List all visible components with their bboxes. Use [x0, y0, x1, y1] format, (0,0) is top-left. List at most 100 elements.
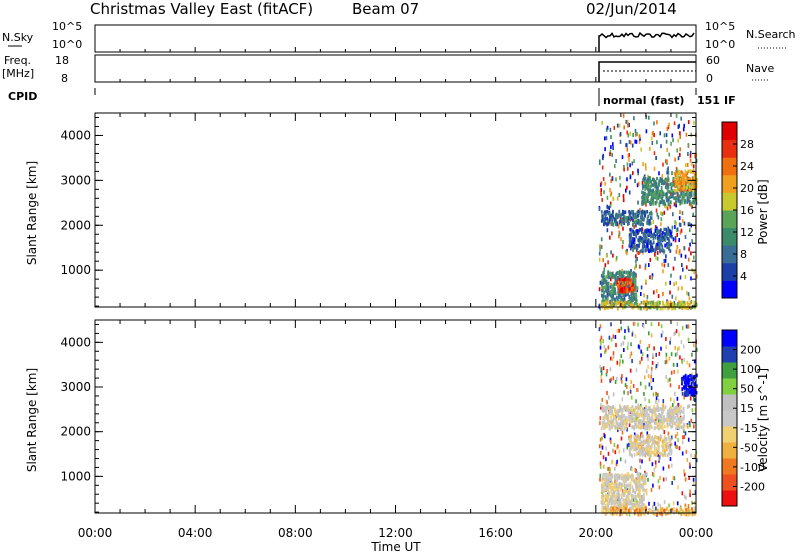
noise-cell [599, 416, 602, 421]
noise-cell [604, 350, 606, 355]
noise-cell [666, 147, 668, 152]
echo-cell [679, 202, 681, 206]
echo-cell [659, 422, 661, 426]
noise-cell [686, 404, 689, 409]
echo-cell [647, 181, 650, 186]
echo-cell [602, 271, 605, 275]
echo-cell [615, 483, 618, 487]
echo-cell [621, 503, 623, 508]
echo-cell [630, 230, 633, 234]
echo-cell [643, 506, 646, 510]
noise-cell [634, 334, 637, 339]
echo-cell [692, 392, 695, 396]
echo-cell [616, 295, 618, 300]
echo-cell [640, 249, 643, 253]
date-title: 02/Jun/2014 [586, 0, 677, 18]
noise-cell [651, 366, 653, 371]
echo-cell [643, 440, 646, 445]
noise-cell [667, 378, 669, 383]
noise-cell [677, 369, 679, 374]
noise-cell [665, 254, 667, 259]
echo-cell [604, 214, 607, 218]
echo-cell [667, 300, 669, 305]
echo-cell [658, 194, 660, 198]
echo-cell [634, 282, 636, 286]
echo-cell [653, 451, 655, 455]
noise-cell [683, 429, 685, 433]
echo-cell [631, 419, 633, 423]
noise-cell [600, 367, 603, 372]
noise-cell [672, 362, 675, 367]
echo-cell [613, 274, 616, 279]
echo-cell [645, 492, 648, 496]
echo-cell [658, 179, 660, 183]
noise-cell [599, 465, 602, 469]
echo-cell [656, 405, 659, 409]
echo-cell [689, 184, 691, 188]
echo-cell [644, 187, 647, 192]
echo-cell [653, 193, 656, 198]
echo-cell [604, 301, 607, 305]
echo-cell [678, 300, 681, 305]
echo-cell [634, 273, 637, 277]
echo-cell [681, 379, 683, 384]
echo-cell [694, 175, 696, 179]
echo-cell [682, 416, 685, 421]
noise-cell [667, 166, 669, 171]
echo-cell [622, 304, 624, 308]
noise-cell [615, 177, 617, 182]
echo-cell [607, 288, 610, 293]
echo-cell [647, 301, 650, 305]
echo-cell [611, 424, 613, 428]
echo-cell [641, 413, 644, 418]
noise-cell [615, 255, 618, 260]
echo-cell [630, 447, 633, 451]
noise-cell [641, 352, 644, 357]
noise-cell [641, 431, 643, 436]
noise-cell [632, 497, 635, 502]
echo-cell [604, 475, 607, 480]
echo-cell [624, 506, 627, 511]
colorbar-tick-label: -50 [740, 441, 758, 454]
echo-cell [665, 192, 668, 197]
echo-cell [617, 426, 620, 430]
echo-cell [674, 188, 677, 193]
echo-cell [659, 179, 662, 183]
noise-cell [686, 265, 688, 270]
noise-cell [648, 457, 651, 462]
noise-cell [659, 475, 661, 480]
echo-cell [679, 420, 681, 425]
echo-cell [665, 512, 667, 516]
echo-cell [627, 284, 629, 288]
echo-cell [686, 378, 689, 382]
echo-cell [638, 503, 640, 507]
echo-cell [653, 512, 656, 516]
echo-cell [649, 417, 652, 421]
noise-cell [645, 202, 647, 207]
echo-cell [649, 408, 652, 413]
echo-cell [661, 178, 663, 182]
noise-cell [633, 224, 635, 229]
noise-cell [628, 512, 631, 517]
echo-cell [625, 512, 628, 516]
echo-cell [649, 233, 652, 237]
echo-cell [649, 305, 652, 310]
echo-cell [629, 279, 632, 283]
noise-cell [634, 139, 636, 144]
noise-cell [665, 139, 668, 144]
noise-cell [610, 356, 612, 361]
echo-cell [602, 498, 604, 502]
echo-cell [675, 426, 678, 431]
echo-cell [661, 306, 664, 311]
echo-cell [684, 391, 687, 395]
echo-cell [691, 181, 694, 186]
echo-cell [657, 196, 660, 201]
echo-cell [605, 475, 608, 480]
noise-cell [612, 351, 615, 356]
echo-cell [685, 181, 687, 185]
echo-cell [640, 509, 642, 514]
noise-cell [652, 473, 655, 478]
echo-cell [653, 438, 655, 442]
noise-cell [687, 257, 690, 262]
echo-cell [605, 423, 607, 428]
